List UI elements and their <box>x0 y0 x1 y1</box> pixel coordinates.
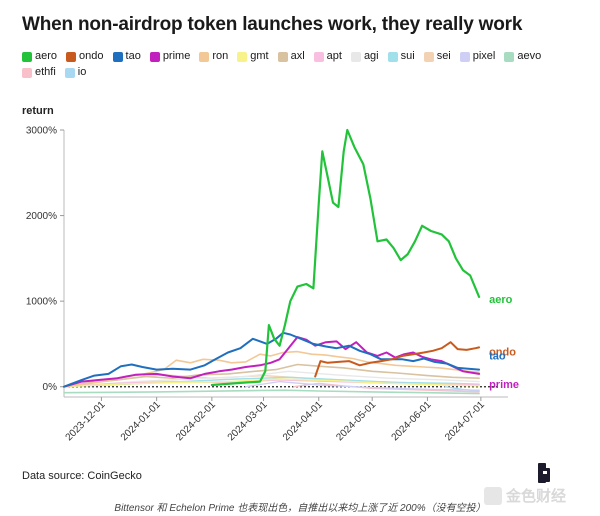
x-tick-label: 2023-12-01 <box>64 399 108 443</box>
x-tick-label: 2024-04-01 <box>281 399 325 443</box>
legend-label: prime <box>162 50 191 62</box>
end-label-ondo: ondo <box>489 346 516 358</box>
legend-swatch <box>277 51 288 62</box>
legend-swatch <box>313 51 324 62</box>
legend-label: aevo <box>517 50 542 62</box>
series-line-gmt <box>63 378 480 388</box>
legend-swatch <box>387 51 398 62</box>
legend-label: apt <box>326 50 342 62</box>
legend-swatch <box>22 67 32 78</box>
legend-item-axl[interactable]: axl <box>277 50 305 63</box>
legend: aero ondo tao prime ron gmt axl apt agi sui sei pix… <box>22 50 582 79</box>
legend-label: pixel <box>472 50 496 62</box>
x-tick-label: 2024-05-01 <box>334 399 378 443</box>
legend-swatch <box>149 51 160 62</box>
series-line-aevo <box>63 389 480 395</box>
x-tick-label: 2024-07-01 <box>443 399 487 443</box>
legend-label: tao <box>125 50 141 62</box>
series-line-agi <box>63 370 480 388</box>
legend-label: ethfi <box>35 66 56 78</box>
legend-label: sei <box>436 50 451 62</box>
x-tick-label: 2024-02-01 <box>174 399 218 443</box>
x-tick-label: 2024-03-01 <box>226 399 270 443</box>
chart-title: When non-airdrop token launches work, th… <box>22 14 523 35</box>
end-label-prime: prime <box>489 379 519 391</box>
legend-label: ondo <box>79 50 104 62</box>
data-source: Data source: CoinGecko <box>22 470 142 482</box>
legend-item-pixel[interactable]: pixel <box>459 50 496 63</box>
series-line-tao <box>63 331 481 388</box>
legend-label: gmt <box>250 50 269 62</box>
legend-label: agi <box>363 50 379 62</box>
y-tick-label: 1000% <box>26 297 57 308</box>
legend-label: io <box>77 66 87 78</box>
y-tick-label: 2000% <box>26 211 57 222</box>
legend-swatch <box>112 51 123 62</box>
series-line-ron <box>63 350 480 388</box>
series-line-axl <box>63 363 480 388</box>
legend-label: aero <box>35 50 58 62</box>
legend-item-aero[interactable]: aero <box>22 50 57 63</box>
legend-item-agi[interactable]: agi <box>350 50 379 63</box>
legend-item-ethfi[interactable]: ethfi <box>22 66 56 79</box>
watermark-icon <box>484 486 502 505</box>
watermark: 金色财经 <box>484 485 566 506</box>
legend-item-ron[interactable]: ron <box>199 50 228 63</box>
legend-item-sei[interactable]: sei <box>423 50 451 63</box>
y-axis-label: return <box>22 105 54 117</box>
legend-swatch <box>459 51 470 62</box>
end-label-tao: tao <box>489 351 506 363</box>
legend-item-io[interactable]: io <box>64 66 87 79</box>
series-line-aero <box>210 128 481 387</box>
watermark-text: 金色财经 <box>506 488 567 505</box>
legend-swatch <box>237 51 248 62</box>
legend-label: sui <box>400 50 415 62</box>
legend-item-ondo[interactable]: ondo <box>66 50 104 63</box>
legend-swatch <box>64 67 75 78</box>
legend-item-tao[interactable]: tao <box>112 50 141 63</box>
legend-swatch <box>504 51 515 62</box>
x-tick-label: 2024-01-01 <box>119 399 163 443</box>
series-line-pixel <box>245 380 480 391</box>
legend-swatch <box>423 51 434 62</box>
caption: Bittensor 和 Echelon Prime 也表现出色，自推出以来均上涨… <box>114 503 486 514</box>
series-line-ondo <box>314 341 481 378</box>
legend-item-aevo[interactable]: aevo <box>504 50 541 63</box>
legend-swatch <box>199 51 210 62</box>
legend-item-apt[interactable]: apt <box>313 50 342 63</box>
legend-item-sui[interactable]: sui <box>387 50 415 63</box>
legend-swatch <box>22 51 32 62</box>
legend-swatch <box>66 51 77 62</box>
legend-swatch <box>350 51 361 62</box>
legend-item-gmt[interactable]: gmt <box>237 50 269 63</box>
y-tick-label: 3000% <box>26 126 57 137</box>
brand-logo-icon <box>538 463 550 483</box>
x-tick-label: 2024-06-01 <box>390 399 434 443</box>
legend-label: ron <box>212 50 229 62</box>
legend-item-prime[interactable]: prime <box>149 50 191 63</box>
end-label-aero: aero <box>489 294 513 306</box>
legend-label: axl <box>290 50 305 62</box>
y-tick-label: 0% <box>43 382 58 393</box>
line-chart: return 0% 1000% 2000% 3000% 2023-12-01 2024-01… <box>22 105 519 443</box>
